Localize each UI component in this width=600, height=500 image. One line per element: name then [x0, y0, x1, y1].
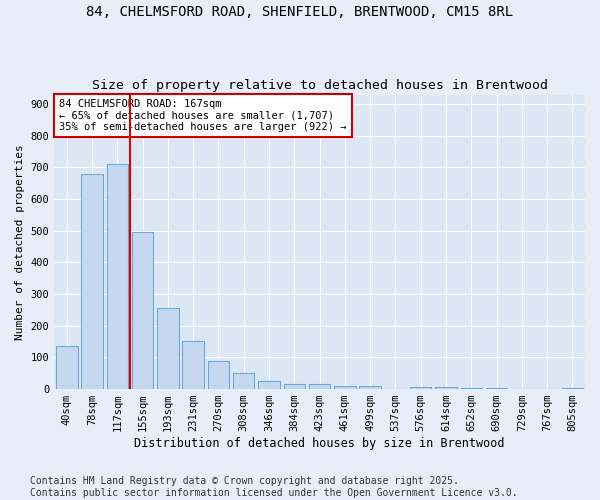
Bar	[157, 308, 179, 389]
Bar	[182, 341, 204, 389]
Text: 84 CHELMSFORD ROAD: 167sqm
← 65% of detached houses are smaller (1,707)
35% of s: 84 CHELMSFORD ROAD: 167sqm ← 65% of deta…	[59, 99, 347, 132]
Bar	[233, 373, 254, 389]
Bar	[410, 387, 431, 389]
Text: 84, CHELMSFORD ROAD, SHENFIELD, BRENTWOOD, CM15 8RL: 84, CHELMSFORD ROAD, SHENFIELD, BRENTWOO…	[86, 5, 514, 19]
Bar	[107, 164, 128, 389]
Y-axis label: Number of detached properties: Number of detached properties	[15, 144, 25, 340]
Bar	[486, 388, 507, 389]
Bar	[359, 386, 381, 389]
Bar	[132, 232, 154, 389]
Bar	[258, 381, 280, 389]
Bar	[284, 384, 305, 389]
Bar	[461, 388, 482, 389]
Bar	[56, 346, 77, 389]
Bar	[309, 384, 331, 389]
Bar	[208, 361, 229, 389]
Bar	[82, 174, 103, 389]
Bar	[562, 388, 583, 389]
Bar	[334, 386, 356, 389]
Bar	[435, 388, 457, 389]
Title: Size of property relative to detached houses in Brentwood: Size of property relative to detached ho…	[92, 79, 548, 92]
X-axis label: Distribution of detached houses by size in Brentwood: Distribution of detached houses by size …	[134, 437, 505, 450]
Text: Contains HM Land Registry data © Crown copyright and database right 2025.
Contai: Contains HM Land Registry data © Crown c…	[30, 476, 518, 498]
